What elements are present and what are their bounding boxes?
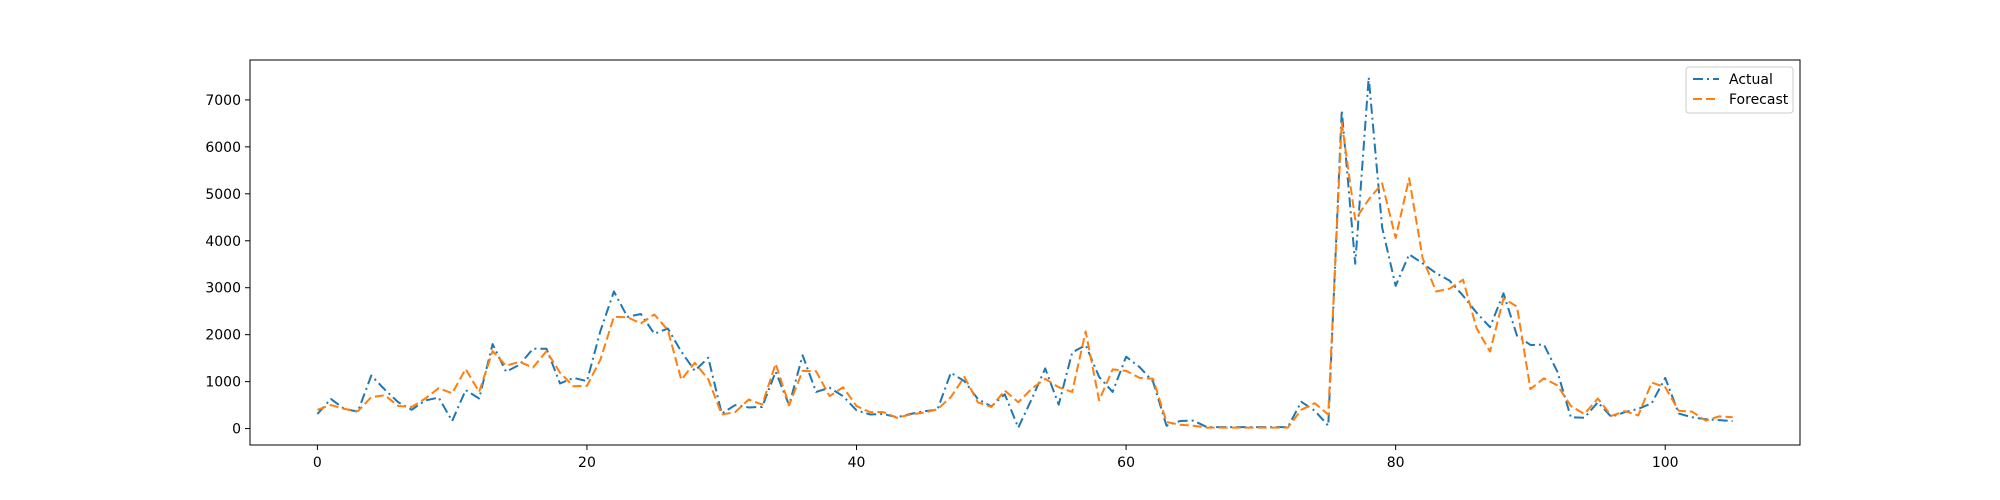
x-tick-label: 0 bbox=[313, 455, 322, 471]
x-axis: 0 20 40 60 80 100 bbox=[313, 445, 1679, 471]
y-tick-label: 5000 bbox=[205, 187, 241, 203]
y-axis: 0 1000 2000 3000 4000 5000 6000 7000 bbox=[205, 93, 250, 438]
x-tick-label: 40 bbox=[848, 455, 866, 471]
x-tick-label: 80 bbox=[1387, 455, 1405, 471]
y-tick-label: 6000 bbox=[205, 140, 241, 156]
y-tick-label: 0 bbox=[232, 422, 241, 438]
legend-label-forecast: Forecast bbox=[1729, 92, 1789, 108]
plot-frame bbox=[249, 59, 1801, 446]
series-layer bbox=[316, 76, 1733, 429]
legend-box bbox=[1685, 66, 1794, 114]
y-tick-label: 2000 bbox=[205, 328, 241, 344]
x-tick-label: 60 bbox=[1117, 455, 1135, 471]
x-tick-label: 20 bbox=[578, 455, 596, 471]
series-line-actual bbox=[316, 76, 1733, 429]
legend-label-actual: Actual bbox=[1729, 72, 1773, 88]
x-tick-label: 100 bbox=[1652, 455, 1679, 471]
series-line-forecast bbox=[317, 121, 1733, 429]
legend: Actual Forecast bbox=[1685, 66, 1794, 114]
y-tick-label: 3000 bbox=[205, 281, 241, 297]
y-tick-label: 1000 bbox=[205, 375, 241, 391]
y-tick-label: 7000 bbox=[205, 93, 241, 109]
y-tick-label: 4000 bbox=[205, 234, 241, 250]
